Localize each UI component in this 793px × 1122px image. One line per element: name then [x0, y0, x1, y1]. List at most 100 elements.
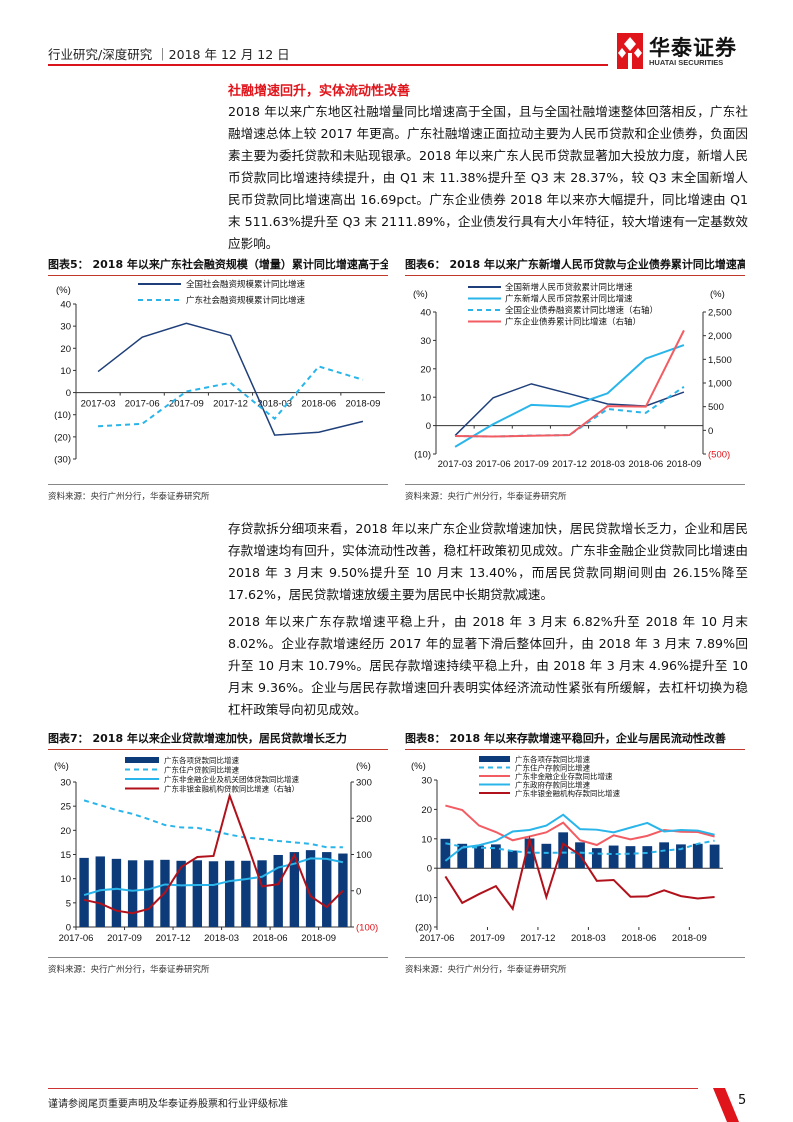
x-tick-label: 2018-06	[628, 459, 663, 470]
chart7-title: 图表7： 2018 年以来企业贷款增速加快，居民贷款增长乏力	[48, 730, 388, 750]
x-tick-label: 2017-09	[470, 933, 505, 944]
bar	[642, 846, 653, 869]
series-line	[83, 799, 343, 849]
legend-label: 广东各项存款同比增速	[515, 754, 590, 764]
y-tick-label: 5	[66, 898, 71, 909]
chart6: 40 30 20 10 0 (10) 2,500 2,000 1,500 1,000 500 0 (50…	[413, 282, 732, 470]
x-tick-label: 2018-03	[571, 933, 606, 944]
legend-label: 广东非金融企业存款同比增速	[515, 771, 613, 781]
chart7-source: 资料来源：央行广州分行，华泰证券研究所	[48, 957, 388, 975]
bar	[208, 861, 219, 927]
bar	[322, 852, 332, 927]
series-line	[444, 835, 715, 912]
y2-tick-label: 0	[356, 886, 361, 897]
y-tick-label: 30	[421, 776, 432, 787]
series-line	[454, 383, 685, 437]
y-tick-label: 10	[420, 393, 431, 404]
bar	[440, 838, 451, 869]
legend-label: 广东住户存款同比增速	[515, 763, 590, 773]
chart7: 30 25 20 15 10 5 0 300 200 100 0 (100) (%) (%) 2017-06…	[54, 755, 378, 944]
y2-tick-label: 500	[708, 402, 724, 413]
x-tick-label: 2017-12	[156, 933, 191, 944]
x-tick-label: 2017-12	[552, 459, 587, 470]
y-tick-label: 10	[60, 366, 71, 377]
y-tick-label: 30	[420, 336, 431, 347]
bar	[474, 845, 484, 869]
bar	[507, 850, 518, 869]
y-tick-label: 20	[420, 364, 431, 375]
x-tick-label: 2018-03	[590, 459, 625, 470]
y-tick-label: 20	[421, 805, 432, 816]
chart8-source: 资料来源：央行广州分行，华泰证券研究所	[405, 957, 745, 975]
bar	[692, 843, 703, 869]
x-tick-label: 2017-09	[514, 459, 549, 470]
legend-label: 广东住户贷款同比增速	[164, 765, 239, 775]
y2-tick-label: 1,500	[708, 355, 732, 366]
legend-swatch	[479, 756, 510, 762]
x-tick-label: 2018-09	[672, 933, 707, 944]
y2-tick-label: 2,500	[708, 308, 732, 319]
y-tick-label: (20)	[54, 432, 71, 443]
series-line	[83, 857, 344, 897]
y-tick-label: 20	[60, 344, 71, 355]
y-tick-label: 30	[60, 778, 71, 789]
bar	[491, 844, 501, 869]
x-tick-label: 2018-09	[345, 399, 380, 410]
y2-tick-label: 300	[356, 778, 372, 789]
x-tick-label: 2018-03	[257, 399, 292, 410]
bar	[558, 832, 569, 869]
x-tick-label: 2017-06	[125, 399, 160, 410]
bar	[625, 846, 636, 869]
legend-swatch	[125, 757, 159, 763]
paragraph-3: 2018 年以来广东存款增速平稳上升，由 2018 年 3 月末 6.82%升至…	[228, 614, 748, 717]
y-tick-label: (10)	[414, 450, 431, 461]
y-tick-label: (10)	[415, 893, 432, 904]
y-tick-label: 0	[66, 923, 71, 934]
bar	[144, 860, 154, 927]
legend-label: 广东非银金融机构存款同比增速	[515, 788, 620, 798]
y-axis-label: (%)	[54, 761, 69, 772]
series-line	[83, 792, 344, 915]
bar	[457, 843, 468, 869]
x-tick-label: 2017-09	[169, 399, 204, 410]
legend-label: 广东企业债券累计同比增速（右轴）	[505, 317, 641, 327]
header-breadcrumb: 行业研究/深度研究 ｜2018 年 12 月 12 日	[48, 47, 290, 62]
section-heading: 社融增速回升，实体流动性改善	[228, 84, 411, 99]
y-axis-label: (%)	[413, 289, 428, 300]
y-tick-label: (20)	[415, 923, 432, 934]
footer-disclaimer: 谨请参阅尾页重要声明及华泰证券股票和行业评级标准	[48, 1099, 288, 1110]
legend-label: 广东非金融企业及机关团体贷款同比增速	[164, 774, 299, 784]
y-tick-label: 0	[426, 421, 431, 432]
series-line	[455, 329, 685, 438]
y-tick-label: 30	[60, 322, 71, 333]
chart8: 30 20 10 0 (10) (20) (%) 2017-06 2017-09 2017-12 2…	[411, 754, 723, 944]
paragraph-2: 存贷款拆分细项来看，2018 年以来广东企业贷款增速加快，居民贷款增长乏力，企业…	[228, 521, 748, 602]
series-line	[445, 839, 715, 856]
y2-tick-label: (500)	[708, 450, 730, 461]
x-tick-label: 2017-06	[420, 933, 455, 944]
y-tick-label: 10	[421, 834, 432, 845]
footer-divider	[48, 1088, 698, 1089]
x-tick-label: 2017-03	[438, 459, 473, 470]
y2-tick-label: 0	[708, 426, 713, 437]
legend-label: 广东非银金融机构贷款同比增速（右轴）	[164, 784, 299, 794]
y2-axis-label: (%)	[356, 761, 371, 772]
x-tick-label: 2018-06	[301, 399, 336, 410]
legend-label: 全国企业债券融资累计同比增速（右轴）	[505, 305, 658, 315]
bar	[608, 845, 619, 869]
x-tick-label: 2018-06	[253, 933, 288, 944]
x-tick-label: 2017-12	[521, 933, 556, 944]
paragraph-1: 2018 年以来广东地区社融增量同比增速高于全国，且与全国社融增速整体回落相反，…	[228, 104, 748, 251]
header-divider	[48, 64, 608, 66]
page-number: 5	[738, 1093, 747, 1108]
huatai-logo: 华泰证券 HUATAI SECURITIES	[617, 33, 747, 69]
bar	[305, 850, 316, 927]
x-tick-label: 2018-06	[621, 933, 656, 944]
y-tick-label: 25	[60, 802, 71, 813]
y2-tick-label: 100	[356, 850, 372, 861]
bar	[224, 860, 235, 927]
bar	[79, 857, 89, 927]
x-tick-label: 2017-09	[107, 933, 142, 944]
x-tick-label: 2018-09	[301, 933, 336, 944]
bar	[659, 842, 669, 869]
